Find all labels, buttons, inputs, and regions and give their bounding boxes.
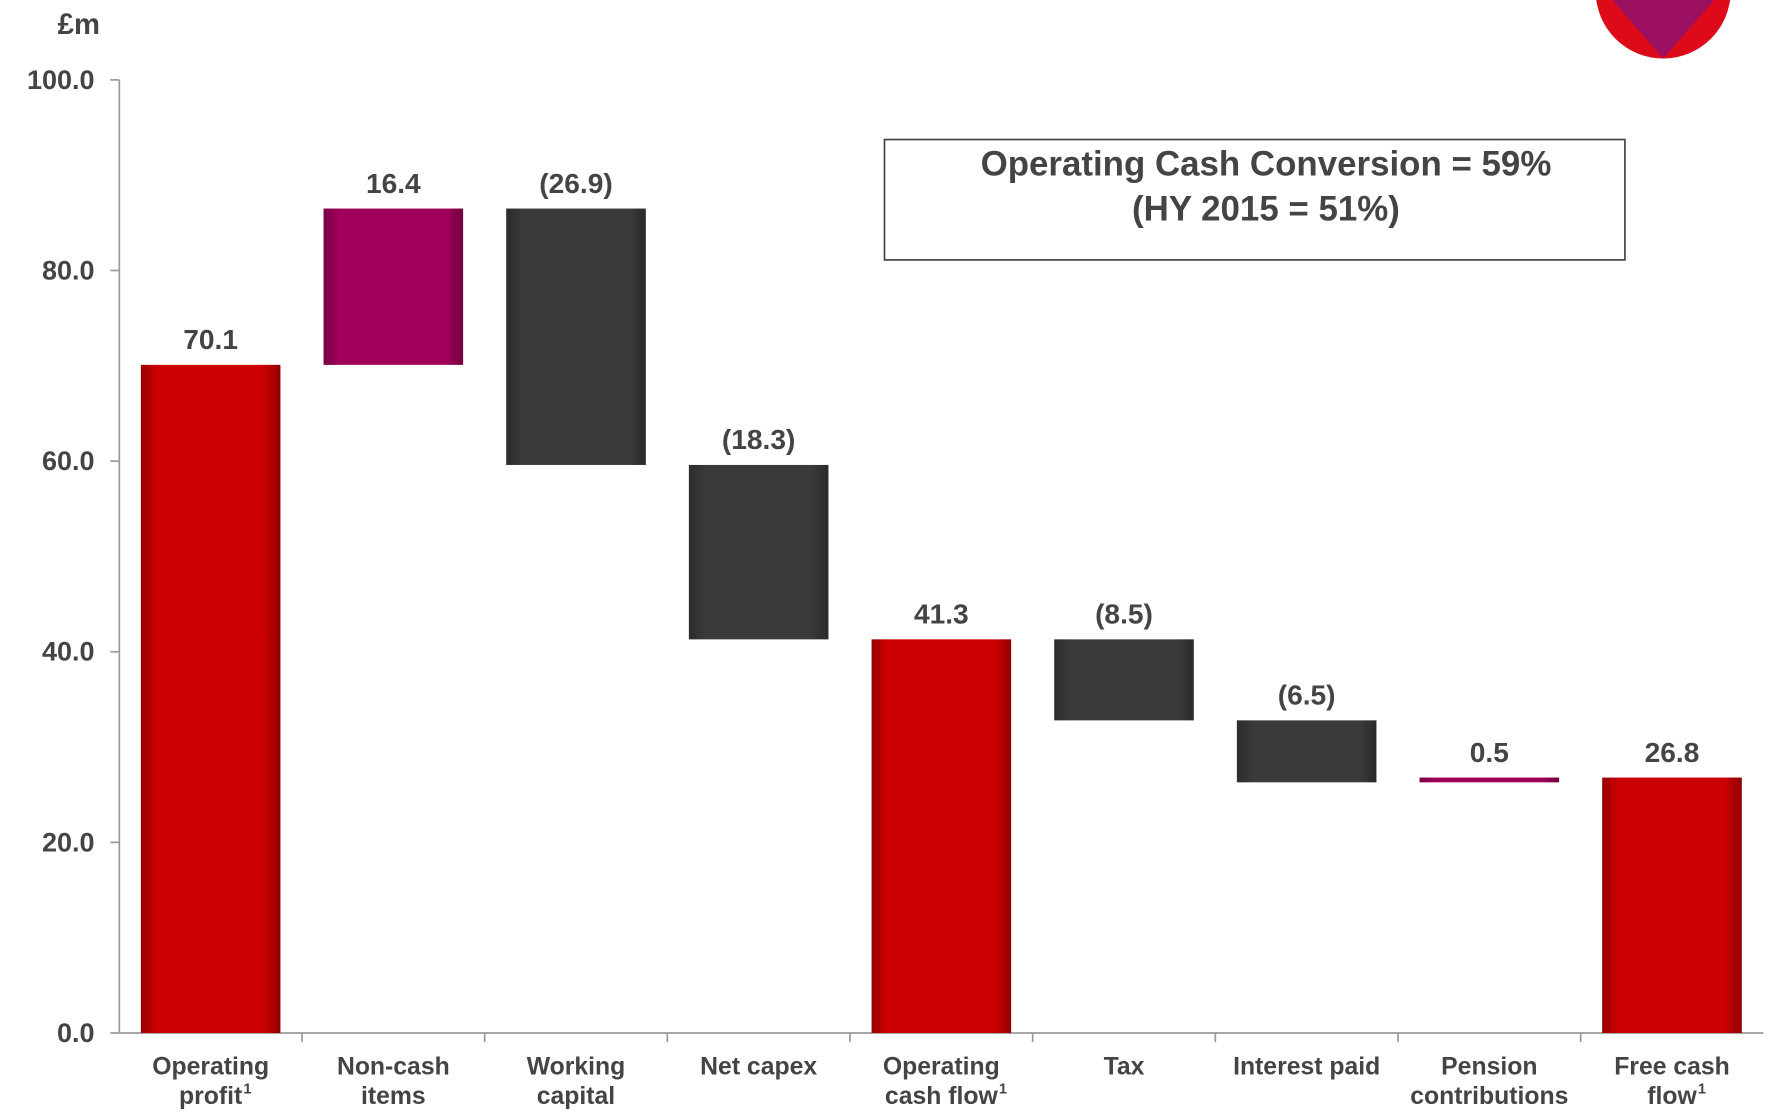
y-tick-label: 80.0 [42, 256, 95, 286]
x-tick-label: Free cash [1614, 1054, 1730, 1081]
data-label: (8.5) [1095, 599, 1153, 630]
bar-shade [140, 364, 281, 1033]
x-tick-label: Working [527, 1054, 626, 1081]
x-tick-label: Operating [152, 1054, 269, 1081]
y-tick-label: 100.0 [27, 65, 95, 95]
data-label: 41.3 [914, 599, 969, 630]
x-tick-label: Non-cash [337, 1054, 450, 1081]
x-tick-label: Pension [1441, 1054, 1537, 1081]
data-label: (6.5) [1278, 680, 1336, 711]
data-label: 0.5 [1470, 737, 1509, 768]
x-tick-label: flow [1647, 1083, 1697, 1110]
data-label: 70.1 [183, 324, 238, 355]
bar-shade [323, 208, 464, 365]
x-tick-label: cash flow [885, 1083, 999, 1110]
unit-label: £m [58, 9, 100, 41]
bar-shade [871, 639, 1012, 1033]
x-tick-label: contributions [1410, 1083, 1568, 1110]
data-label: (18.3) [722, 424, 795, 455]
x-tick-label: items [361, 1083, 426, 1110]
annotation-box [883, 138, 1626, 261]
x-tick-label: Interest paid [1233, 1054, 1380, 1081]
y-tick-label: 20.0 [42, 827, 95, 857]
footnote-mark: 1 [243, 1082, 251, 1098]
annotation: (HY 2015 = 51%) [1132, 190, 1400, 229]
x-tick-label: Operating [883, 1054, 1000, 1081]
x-tick-label: Tax [1104, 1054, 1145, 1081]
data-label: 26.8 [1645, 737, 1700, 768]
y-tick-label: 60.0 [42, 446, 95, 476]
footnote-mark: 1 [1698, 1082, 1706, 1098]
bar-shade [688, 464, 829, 640]
logo [1596, 0, 1731, 59]
bar-shade [1602, 777, 1742, 1033]
annotation: Operating Cash Conversion = 59% [981, 145, 1552, 184]
y-tick-label: 0.0 [57, 1018, 95, 1048]
x-tick-label: profit [179, 1083, 242, 1110]
bar-shade [506, 208, 646, 465]
bar-shade [1419, 777, 1560, 783]
x-tick-label: capital [537, 1083, 615, 1110]
x-tick-label: Net capex [700, 1054, 817, 1081]
footnote-mark: 1 [999, 1082, 1007, 1098]
data-label: 16.4 [366, 168, 421, 199]
bar-shade [1054, 639, 1194, 721]
data-label: (26.9) [539, 168, 612, 199]
bar-shade [1236, 720, 1377, 783]
y-tick-label: 40.0 [42, 637, 95, 667]
